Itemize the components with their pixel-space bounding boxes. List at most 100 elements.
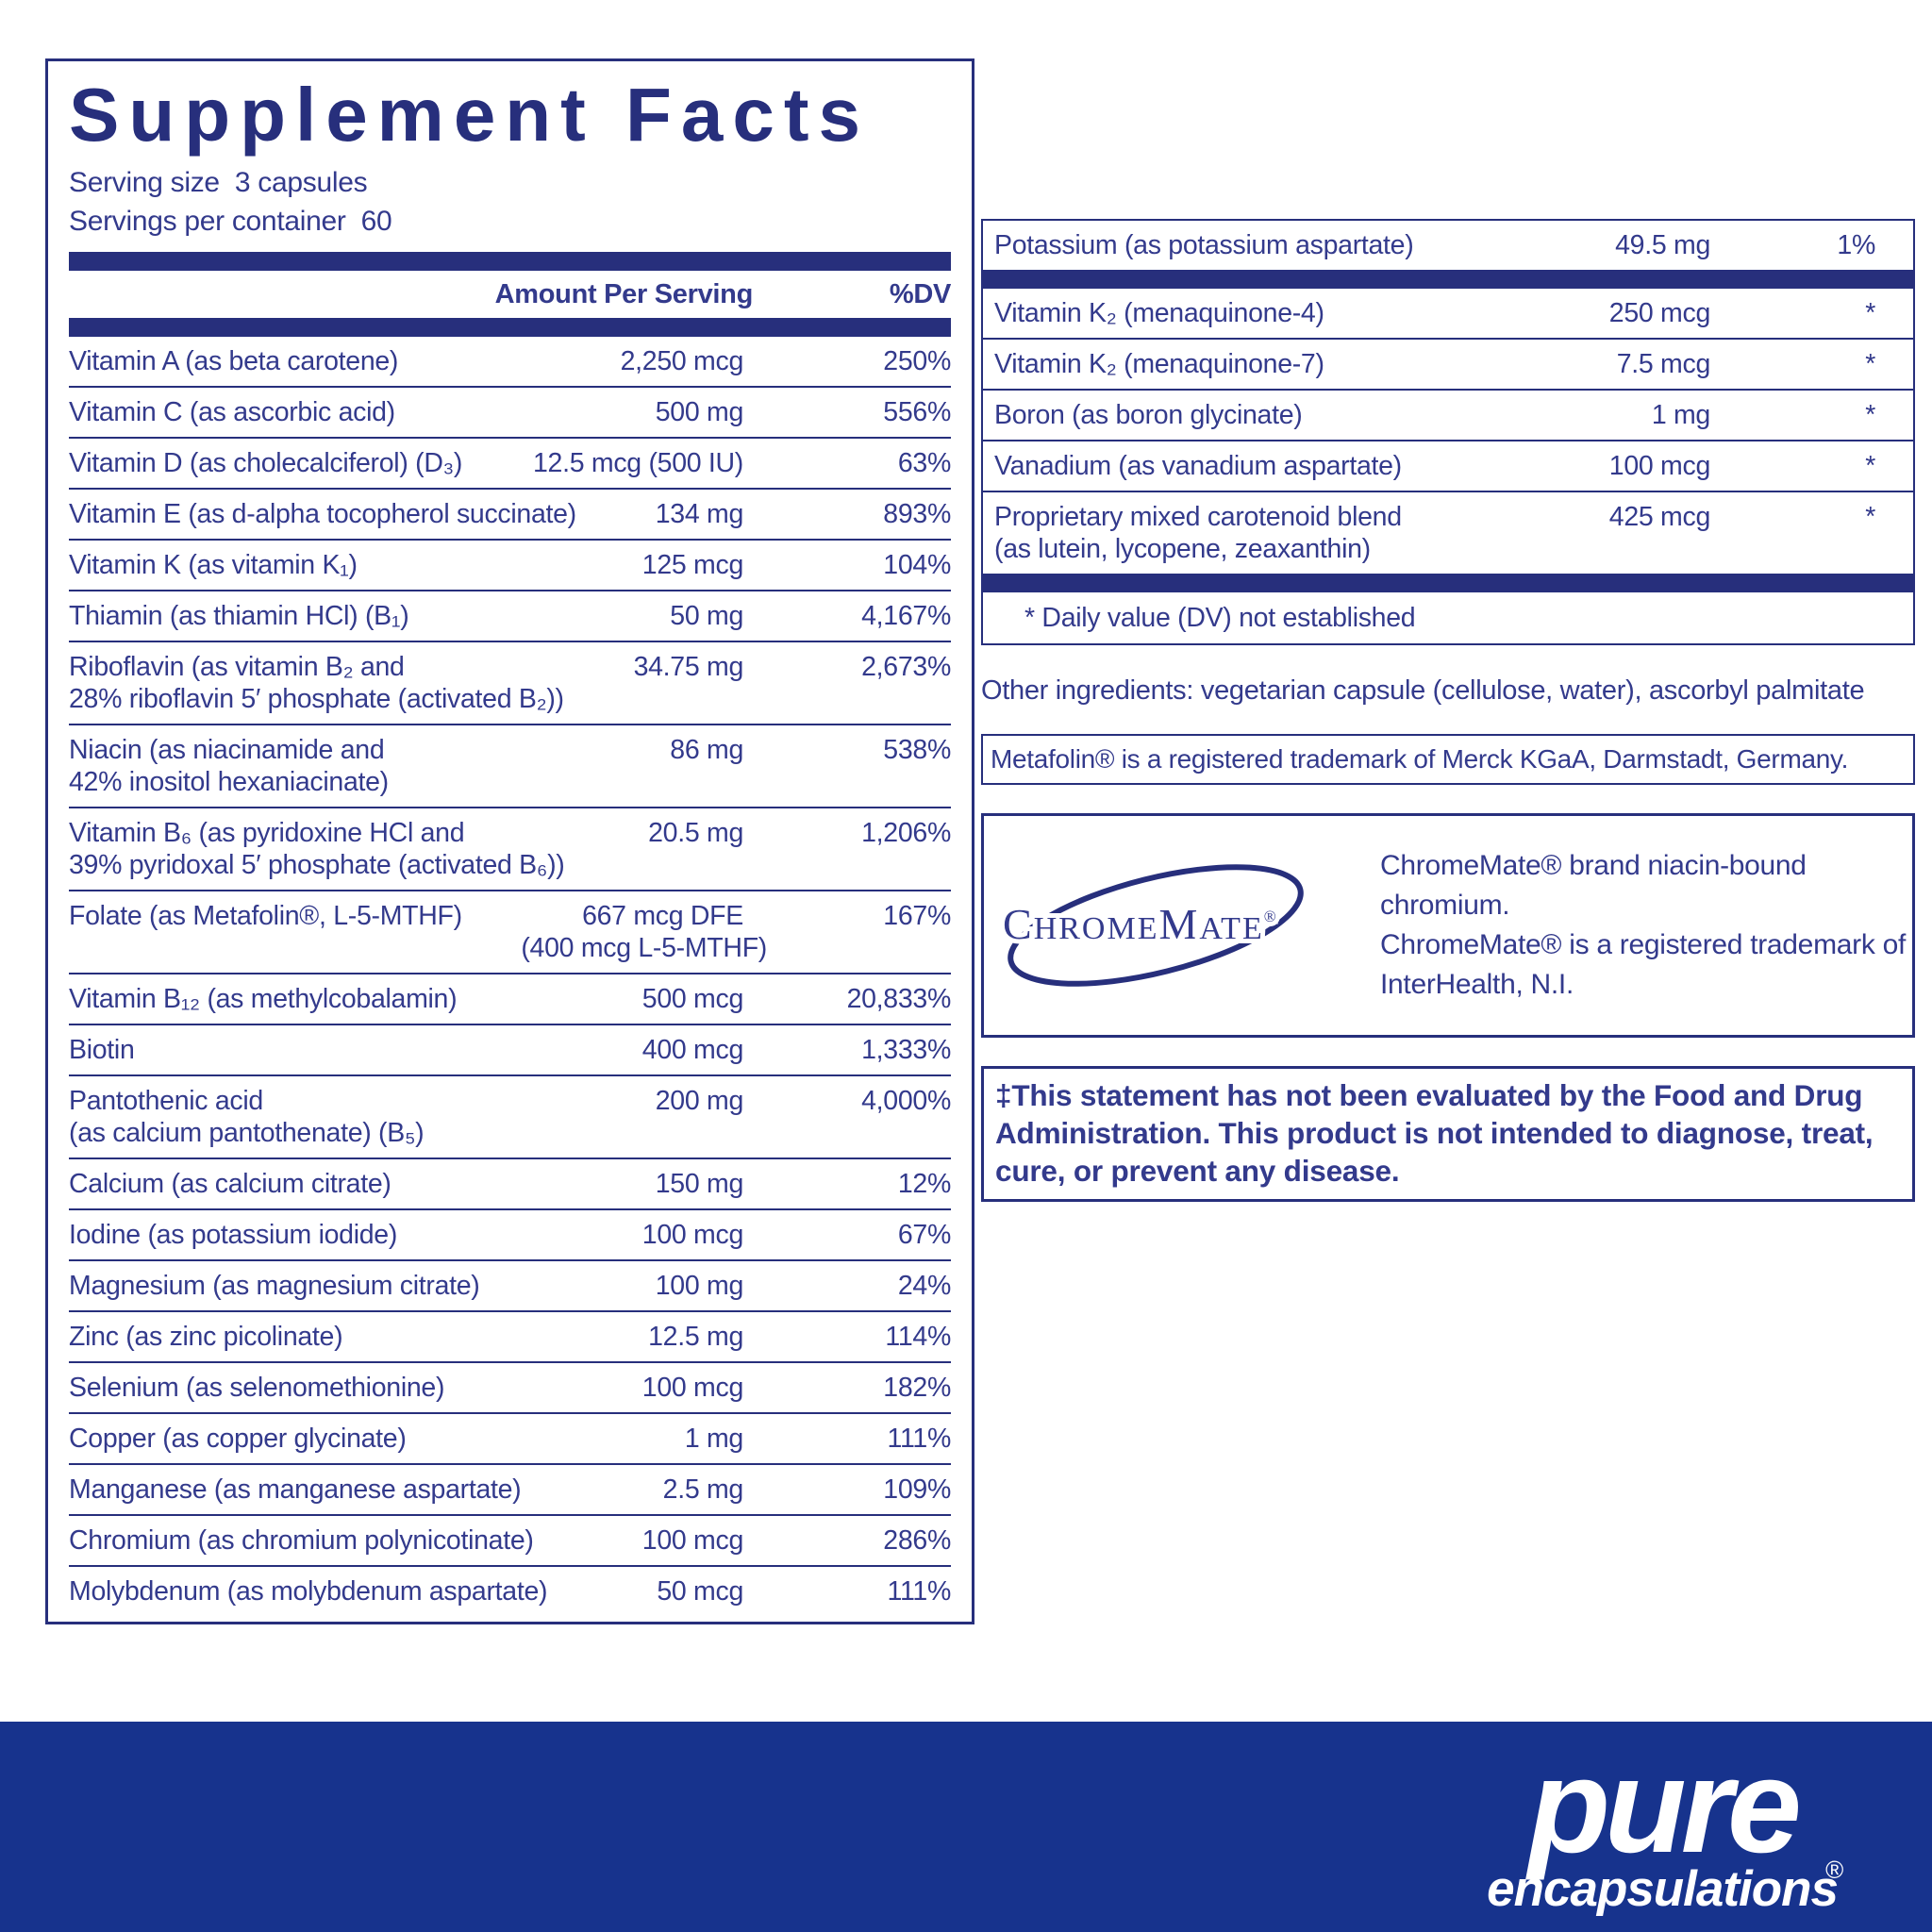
nutrient-dv: * [1865,502,1875,532]
table-header-row: Amount Per Serving %DV [69,271,952,318]
nutrient-amount: 12.5 mcg (500 IU) [533,448,743,478]
nutrient-amount: 7.5 mcg [1616,349,1711,379]
supplement-facts-continued-box: Potassium (as potassium aspartate) 49.5 … [981,219,1915,645]
table-row: Copper (as copper glycinate) 1 mg 111% [69,1414,951,1465]
nutrient-dv: 2,673% [861,652,951,682]
supplement-facts-box: Supplement Facts Serving size 3 capsules… [45,58,974,1624]
nutrient-dv: 1% [1837,230,1875,260]
nutrient-name: Potassium (as potassium aspartate) [994,230,1414,260]
table-row: Riboflavin (as vitamin B₂ and 28% ribofl… [69,642,951,725]
nutrient-dv: 4,000% [861,1086,951,1116]
nutrient-name-line2: (as calcium pantothenate) (B₅) [69,1118,425,1148]
table-row: Vitamin B₆ (as pyridoxine HCl and 39% py… [69,808,951,891]
nutrient-amount: 49.5 mg [1615,230,1710,260]
nutrient-name: Vitamin A (as beta carotene) [69,346,399,376]
nutrient-name: Vitamin C (as ascorbic acid) [69,397,395,427]
nutrient-dv: 1,206% [861,818,951,848]
nutrient-name: Vanadium (as vanadium aspartate) [994,451,1402,481]
table-row: Vitamin B₁₂ (as methylcobalamin) 500 mcg… [69,974,951,1025]
nutrient-dv: * [1865,451,1875,481]
nutrient-dv: 538% [883,735,951,765]
nutrient-name: Iodine (as potassium iodide) [69,1220,398,1250]
nutrient-name: Vitamin K (as vitamin K₁) [69,550,358,580]
nutrient-dv: 182% [883,1373,951,1403]
chromemate-box: CHROMEMATE® ChromeMate® brand niacin-bou… [981,813,1915,1038]
table-row: Proprietary mixed carotenoid blend (as l… [983,492,1913,574]
servings-per-container: Servings per container 60 [69,206,392,237]
table-row: Vitamin K₂ (menaquinone-4) 250 mcg * [983,289,1913,340]
divider-bar [983,574,1913,592]
table-row: Boron (as boron glycinate) 1 mg * [983,391,1913,441]
table-row: Vitamin A (as beta carotene) 2,250 mcg 2… [69,337,951,388]
nutrient-dv: 893% [883,499,951,529]
chromemate-line3: InterHealth, N.I. [1380,969,1574,1000]
divider-bar [983,270,1913,289]
brand-logo: pure encapsulations ® [1487,1740,1843,1917]
table-row: Manganese (as manganese aspartate) 2.5 m… [69,1465,951,1516]
nutrient-name: Zinc (as zinc picolinate) [69,1322,343,1352]
nutrient-amount-line2: (400 mcg L-5-MTHF) [521,933,767,963]
table-row: Calcium (as calcium citrate) 150 mg 12% [69,1159,951,1210]
nutrient-dv: * [1865,400,1875,430]
nutrient-dv: 24% [897,1271,951,1301]
table-row: Folate (as Metafolin®, L-5-MTHF) 667 mcg… [69,891,951,974]
nutrient-name-line2: (as lutein, lycopene, zeaxanthin) [994,534,1371,564]
nutrient-name: Boron (as boron glycinate) [994,400,1303,430]
nutrient-dv: 556% [883,397,951,427]
nutrient-name-line2: 42% inositol hexaniacinate) [69,767,389,797]
nutrient-dv: 4,167% [861,601,951,631]
nutrient-amount: 20.5 mg [648,818,743,848]
nutrient-amount: 50 mcg [657,1576,743,1607]
facts-title: Supplement Facts [69,73,871,157]
nutrient-amount: 500 mg [655,397,744,427]
nutrient-dv: * [1865,298,1875,328]
nutrient-dv: 67% [897,1220,951,1250]
nutrient-amount: 150 mg [655,1169,744,1199]
nutrient-amount: 667 mcg DFE [582,901,743,931]
nutrient-name-line2: 39% pyridoxal 5′ phosphate (activated B₆… [69,850,565,880]
nutrient-name: Proprietary mixed carotenoid blend [994,502,1402,532]
metafolin-trademark-box: Metafolin® is a registered trademark of … [981,734,1915,785]
other-ingredients: Other ingredients: vegetarian capsule (c… [981,675,1865,706]
nutrient-dv: 20,833% [846,984,952,1014]
nutrient-dv: 63% [897,448,951,478]
nutrient-name: Riboflavin (as vitamin B₂ and [69,652,405,682]
nutrient-name: Niacin (as niacinamide and [69,735,385,765]
nutrient-amount: 100 mcg [641,1373,744,1403]
nutrient-name: Biotin [69,1035,135,1065]
nutrient-amount: 2.5 mg [662,1474,744,1505]
nutrient-name: Vitamin D (as cholecalciferol) (D₃) [69,448,463,478]
table-row: Pantothenic acid (as calcium pantothenat… [69,1076,951,1159]
chromemate-description: ChromeMate® brand niacin-bound chromium.… [1380,846,1912,1005]
nutrient-name: Pantothenic acid [69,1086,263,1116]
nutrient-name: Magnesium (as magnesium citrate) [69,1271,480,1301]
table-row: Magnesium (as magnesium citrate) 100 mg … [69,1261,951,1312]
footer-banner: pure encapsulations ® [0,1722,1932,1932]
table-row: Biotin 400 mcg 1,333% [69,1025,951,1076]
nutrient-name: Vitamin K₂ (menaquinone-4) [994,298,1324,328]
table-row: Zinc (as zinc picolinate) 12.5 mg 114% [69,1312,951,1363]
nutrient-name-line2 [69,932,951,964]
nutrient-amount: 1 mg [684,1424,743,1454]
nutrient-amount: 1 mg [1651,400,1710,430]
table-row: Iodine (as potassium iodide) 100 mcg 67% [69,1210,951,1261]
nutrient-amount: 100 mcg [1608,451,1711,481]
nutrient-dv: 1,333% [861,1035,951,1065]
nutrient-dv: 111% [887,1424,952,1454]
nutrient-dv: 104% [883,550,951,580]
nutrient-dv: 286% [883,1525,951,1556]
nutrient-name: Calcium (as calcium citrate) [69,1169,391,1199]
table-row: Potassium (as potassium aspartate) 49.5 … [983,221,1913,270]
registered-mark: ® [1825,1856,1843,1884]
column-header-amount: Amount Per Serving [494,279,754,309]
nutrient-name-line2: 28% riboflavin 5′ phosphate (activated B… [69,684,564,714]
nutrient-name: Manganese (as manganese aspartate) [69,1474,522,1505]
nutrient-amount: 500 mcg [641,984,744,1014]
nutrient-name: Chromium (as chromium polynicotinate) [69,1525,534,1556]
chromemate-wordmark: C [1003,900,1034,948]
chromemate-line2: ChromeMate® is a registered trademark of [1380,929,1906,960]
nutrient-amount: 34.75 mg [633,652,744,682]
daily-value-note: * Daily value (DV) not established [1024,603,1416,633]
brand-sub: encapsulations [1487,1861,1839,1917]
